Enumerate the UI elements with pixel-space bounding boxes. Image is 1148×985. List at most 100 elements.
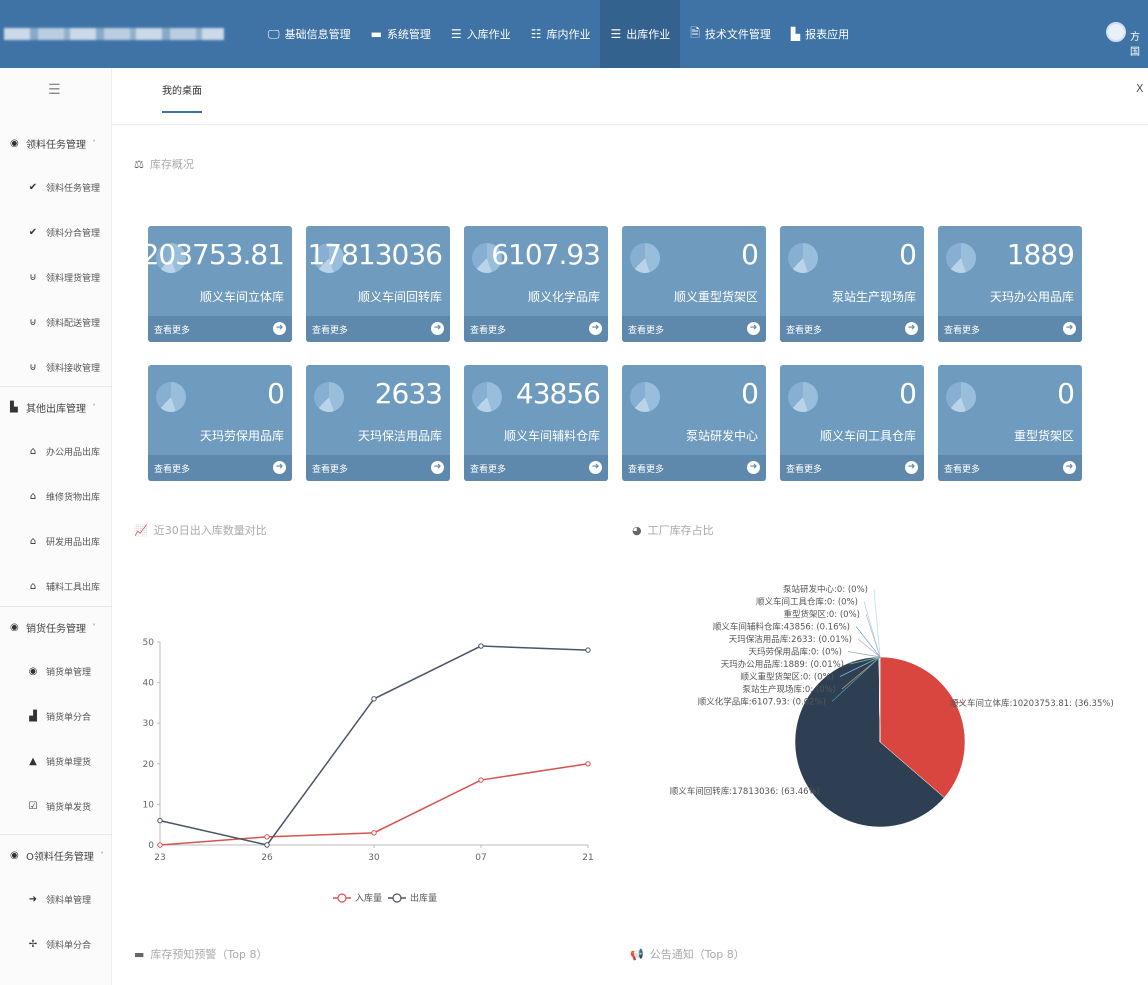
card-footer[interactable]: 查看更多 ➜ bbox=[622, 455, 766, 481]
warehouse-card[interactable]: 0 天玛劳保用品库 查看更多 ➜ bbox=[148, 365, 292, 481]
card-footer[interactable]: 查看更多 ➜ bbox=[938, 455, 1082, 481]
data-point[interactable] bbox=[478, 643, 484, 649]
view-more-link[interactable]: 查看更多 bbox=[470, 465, 507, 475]
warehouse-card[interactable]: 17813036 顺义车间回转库 查看更多 ➜ bbox=[306, 226, 450, 342]
data-point[interactable] bbox=[478, 777, 484, 783]
sidebar-item[interactable]: ◉ 销货单管理 bbox=[28, 665, 91, 678]
nav-item-5[interactable]: 🗎 技术文件管理 bbox=[680, 0, 781, 68]
nav-item-0[interactable]: 🖵 基础信息管理 bbox=[258, 0, 361, 68]
card-footer[interactable]: 查看更多 ➜ bbox=[622, 316, 766, 342]
sidebar-item[interactable]: ⌂ 维修货物出库 bbox=[28, 490, 100, 503]
sidebar-item[interactable]: ⌂ 辅料工具出库 bbox=[28, 580, 100, 593]
sidebar-item[interactable]: ▲ 销货单理货 bbox=[28, 755, 91, 768]
nav-item-6[interactable]: ▙ 报表应用 bbox=[781, 0, 859, 68]
warehouse-card[interactable]: 0 顺义车间工具仓库 查看更多 ➜ bbox=[780, 365, 924, 481]
nav-item-3[interactable]: ☷ 库内作业 bbox=[521, 0, 601, 68]
warehouse-card[interactable]: 6107.93 顺义化学品库 查看更多 ➜ bbox=[464, 226, 608, 342]
arrow-circle-right-icon[interactable]: ➜ bbox=[747, 322, 760, 335]
legend-label[interactable]: 出库量 bbox=[410, 892, 437, 904]
warehouse-card[interactable]: 0 顺义重型货架区 查看更多 ➜ bbox=[622, 226, 766, 342]
view-more-link[interactable]: 查看更多 bbox=[944, 326, 981, 336]
warehouse-card[interactable]: 0 重型货架区 查看更多 ➜ bbox=[938, 365, 1082, 481]
arrow-circle-right-icon[interactable]: ➜ bbox=[431, 322, 444, 335]
card-footer[interactable]: 查看更多 ➜ bbox=[938, 316, 1082, 342]
sidebar-item[interactable]: ➜ 领料单管理 bbox=[28, 893, 91, 906]
warehouse-card[interactable]: 2633 天玛保洁用品库 查看更多 ➜ bbox=[306, 365, 450, 481]
warehouse-card[interactable]: 0 泵站生产现场库 查看更多 ➜ bbox=[780, 226, 924, 342]
brand-logo[interactable] bbox=[0, 22, 235, 46]
legend-marker[interactable] bbox=[337, 893, 347, 903]
user-avatar[interactable] bbox=[1106, 22, 1126, 42]
view-more-link[interactable]: 查看更多 bbox=[470, 326, 507, 336]
user-name[interactable]: 方国 bbox=[1130, 32, 1140, 58]
pie-slice[interactable] bbox=[794, 656, 945, 828]
data-point[interactable] bbox=[157, 817, 163, 824]
nav-item-1[interactable]: ▬ 系统管理 bbox=[361, 0, 441, 68]
view-more-link[interactable]: 查看更多 bbox=[786, 465, 823, 475]
pie-slice[interactable] bbox=[879, 656, 966, 798]
warehouse-card[interactable]: 43856 顺义车间辅料仓库 查看更多 ➜ bbox=[464, 365, 608, 481]
sidebar-group-3[interactable]: ◉ O领料任务管理 ˅ bbox=[10, 848, 104, 863]
close-all-tabs-icon[interactable]: X bbox=[1136, 82, 1144, 95]
legend-marker[interactable] bbox=[392, 893, 402, 903]
sidebar-item[interactable]: ⊍ 领料配送管理 bbox=[28, 316, 100, 329]
arrow-circle-right-icon[interactable]: ➜ bbox=[431, 461, 444, 474]
arrow-circle-right-icon[interactable]: ➜ bbox=[1063, 461, 1076, 474]
card-footer[interactable]: 查看更多 ➜ bbox=[306, 316, 450, 342]
view-more-link[interactable]: 查看更多 bbox=[154, 326, 191, 336]
card-footer[interactable]: 查看更多 ➜ bbox=[464, 316, 608, 342]
card-footer[interactable]: 查看更多 ➜ bbox=[464, 455, 608, 481]
nav-item-4[interactable]: ☰ 出库作业 bbox=[600, 0, 681, 68]
arrow-circle-right-icon[interactable]: ➜ bbox=[747, 461, 760, 474]
data-point[interactable] bbox=[585, 761, 591, 767]
arrow-circle-right-icon[interactable]: ➜ bbox=[589, 461, 602, 474]
sidebar-group-1[interactable]: ▙ 其他出库管理 ˅ bbox=[10, 400, 96, 415]
data-point[interactable] bbox=[264, 842, 270, 848]
sidebar-group-2[interactable]: ◉ 销货任务管理 ˅ bbox=[10, 620, 96, 635]
arrow-circle-right-icon[interactable]: ➜ bbox=[905, 322, 918, 335]
sidebar-item[interactable]: ⌂ 研发用品出库 bbox=[28, 535, 100, 548]
sidebar-item[interactable]: ✔ 领料分合管理 bbox=[28, 226, 100, 239]
arrow-circle-right-icon[interactable]: ➜ bbox=[905, 461, 918, 474]
arrow-circle-right-icon[interactable]: ➜ bbox=[273, 461, 286, 474]
sidebar-item[interactable]: ⊍ 领料理货管理 bbox=[28, 271, 100, 284]
view-more-link[interactable]: 查看更多 bbox=[944, 465, 981, 475]
view-more-link[interactable]: 查看更多 bbox=[312, 465, 349, 475]
nav-item-2[interactable]: ☰ 入库作业 bbox=[441, 0, 521, 68]
sidebar-item[interactable]: ⌂ 办公用品出库 bbox=[28, 445, 100, 458]
sidebar-group-0[interactable]: ◉ 领料任务管理 ˅ bbox=[10, 136, 96, 151]
arrow-circle-right-icon[interactable]: ➜ bbox=[589, 322, 602, 335]
warehouse-card[interactable]: 0 泵站研发中心 查看更多 ➜ bbox=[622, 365, 766, 481]
view-more-link[interactable]: 查看更多 bbox=[786, 326, 823, 336]
data-point[interactable] bbox=[157, 842, 163, 848]
sidebar-item[interactable]: ☑ 销货单发货 bbox=[28, 800, 92, 813]
arrow-circle-right-icon[interactable]: ➜ bbox=[1063, 322, 1076, 335]
arrow-circle-right-icon[interactable]: ➜ bbox=[273, 322, 286, 335]
data-point[interactable] bbox=[264, 834, 270, 840]
data-point[interactable] bbox=[371, 830, 377, 836]
sidebar-item[interactable]: ✔ 领料任务管理 bbox=[28, 181, 100, 194]
sidebar-item-icon: ✢ bbox=[28, 939, 38, 950]
card-footer[interactable]: 查看更多 ➜ bbox=[306, 455, 450, 481]
sidebar-item[interactable]: ✢ 领料单分合 bbox=[28, 938, 91, 951]
tab-my-desktop[interactable]: 我的桌面 bbox=[162, 82, 202, 113]
legend-label[interactable]: 入库量 bbox=[355, 892, 382, 904]
sidebar-group-label: 销货任务管理 bbox=[26, 624, 86, 635]
chevron-down-icon: ˅ bbox=[92, 403, 96, 412]
view-more-link[interactable]: 查看更多 bbox=[312, 326, 349, 336]
card-footer[interactable]: 查看更多 ➜ bbox=[148, 316, 292, 342]
card-value: 17813036 bbox=[307, 238, 443, 271]
view-more-link[interactable]: 查看更多 bbox=[628, 465, 665, 475]
data-point[interactable] bbox=[585, 647, 591, 653]
sidebar-item[interactable]: ⊍ 领料接收管理 bbox=[28, 361, 100, 374]
warehouse-card[interactable]: 1889 天玛办公用品库 查看更多 ➜ bbox=[938, 226, 1082, 342]
card-footer[interactable]: 查看更多 ➜ bbox=[780, 316, 924, 342]
view-more-link[interactable]: 查看更多 bbox=[628, 326, 665, 336]
view-more-link[interactable]: 查看更多 bbox=[154, 465, 191, 475]
sidebar-toggle-icon[interactable]: ☰ bbox=[48, 82, 61, 98]
card-footer[interactable]: 查看更多 ➜ bbox=[780, 455, 924, 481]
data-point[interactable] bbox=[371, 696, 377, 702]
sidebar-item[interactable]: ▟ 销货单分合 bbox=[28, 710, 91, 723]
card-footer[interactable]: 查看更多 ➜ bbox=[148, 455, 292, 481]
